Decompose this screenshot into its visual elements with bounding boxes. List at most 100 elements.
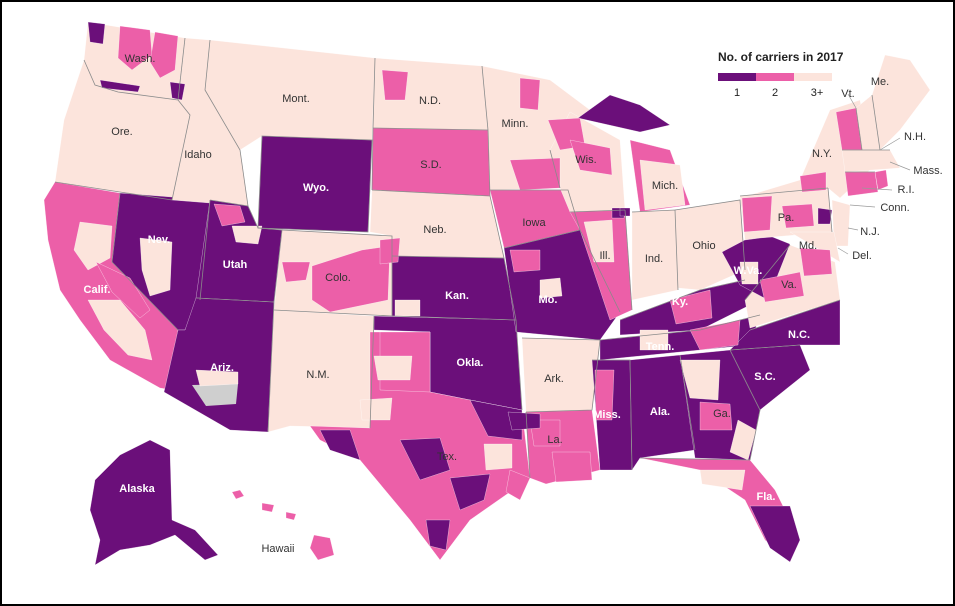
label-fla: Fla. xyxy=(757,491,776,503)
label-colo: Colo. xyxy=(325,272,351,284)
label-nc: N.C. xyxy=(788,329,810,341)
label-kan: Kan. xyxy=(445,290,469,302)
county-patch xyxy=(139,237,173,297)
label-tenn: Tenn. xyxy=(646,341,675,353)
county-patch xyxy=(95,261,151,319)
state-nj[interactable] xyxy=(831,199,851,247)
label-wyo: Wyo. xyxy=(303,182,329,194)
label-pa: Pa. xyxy=(778,212,795,224)
label-wash: Wash. xyxy=(125,53,156,65)
label-ind: Ind. xyxy=(645,253,663,265)
label-wva: W.Va. xyxy=(734,265,763,277)
county-patch xyxy=(213,203,246,227)
label-ill: Ill. xyxy=(600,250,611,262)
county-patch xyxy=(509,249,541,273)
county-patch xyxy=(399,437,451,481)
label-nh: N.H. xyxy=(904,131,926,143)
label-md: Md. xyxy=(799,240,817,252)
label-la: La. xyxy=(547,434,562,446)
label-mich: Mich. xyxy=(652,180,678,192)
county-patch xyxy=(311,245,391,313)
county-patch xyxy=(87,21,106,45)
label-sc: S.C. xyxy=(754,371,775,383)
county-patch xyxy=(799,247,833,277)
state-hawaii-4[interactable] xyxy=(309,534,335,561)
county-patch xyxy=(507,411,541,431)
legend-title: No. of carriers in 2017 xyxy=(718,50,844,64)
state-alaska[interactable] xyxy=(89,439,219,566)
legend-label-3: 3+ xyxy=(811,87,824,99)
county-patch xyxy=(469,399,523,441)
county-patch xyxy=(519,77,541,111)
state-mass[interactable] xyxy=(841,149,901,173)
county-patch xyxy=(689,319,741,351)
county-patch xyxy=(381,69,409,101)
county-patch xyxy=(817,207,833,225)
label-mont: Mont. xyxy=(282,93,310,105)
label-conn: Conn. xyxy=(880,202,909,214)
county-patch xyxy=(359,397,393,421)
label-ri: R.I. xyxy=(897,184,914,196)
county-patch xyxy=(425,519,451,551)
label-ny: N.Y. xyxy=(812,148,832,160)
county-patch xyxy=(679,359,721,401)
state-ri[interactable] xyxy=(874,169,889,191)
label-va: Va. xyxy=(781,279,797,291)
label-ariz: Ariz. xyxy=(210,362,234,374)
county-patch xyxy=(539,277,563,299)
label-minn: Minn. xyxy=(502,118,529,130)
label-hawaii: Hawaii xyxy=(261,543,294,555)
legend: No. of carriers in 2017 1 2 3+ xyxy=(718,50,844,99)
county-patch xyxy=(781,203,815,229)
county-patch xyxy=(759,271,805,303)
state-hawaii-3[interactable] xyxy=(285,511,297,521)
state-labels: Wash. Ore. Calif. Nev. Idaho Mont. Wyo. … xyxy=(84,53,943,555)
county-patch xyxy=(483,443,513,471)
county-patch xyxy=(373,355,413,381)
label-del: Del. xyxy=(852,250,872,262)
label-ark: Ark. xyxy=(544,373,564,385)
label-vt: Vt. xyxy=(841,88,854,100)
state-mich-up[interactable] xyxy=(577,94,671,133)
county-patch xyxy=(583,219,615,263)
legend-swatch-1 xyxy=(718,73,756,81)
legend-label-1: 1 xyxy=(734,87,740,99)
label-nj: N.J. xyxy=(860,226,880,238)
label-tex: Tex. xyxy=(437,451,457,463)
county-patch xyxy=(594,369,615,421)
label-ga: Ga. xyxy=(713,408,731,420)
label-sd: S.D. xyxy=(420,159,441,171)
county-patch xyxy=(281,261,311,283)
county-patch xyxy=(99,79,141,93)
county-patch xyxy=(741,195,773,233)
label-idaho: Idaho xyxy=(184,149,212,161)
label-ky: Ky. xyxy=(672,296,688,308)
county-patch xyxy=(569,139,613,176)
state-conn[interactable] xyxy=(844,171,879,197)
county-patch xyxy=(231,225,263,245)
county-patch xyxy=(749,505,801,563)
legend-label-2: 2 xyxy=(772,87,778,99)
county-patch xyxy=(379,237,401,265)
state-hawaii-2[interactable] xyxy=(261,502,275,513)
county-patch xyxy=(551,451,593,483)
county-patch xyxy=(149,31,179,79)
legend-swatch-2 xyxy=(756,73,794,81)
county-patch xyxy=(87,299,153,361)
county-patch xyxy=(699,401,733,431)
county-patch xyxy=(799,171,827,193)
state-hawaii-1[interactable] xyxy=(231,489,245,500)
county-patch xyxy=(699,469,746,491)
label-ore: Ore. xyxy=(111,126,132,138)
label-ala: Ala. xyxy=(650,406,670,418)
label-ohio: Ohio xyxy=(692,240,715,252)
label-wis: Wis. xyxy=(575,154,596,166)
label-nev: Nev. xyxy=(148,234,170,246)
legend-swatch-3 xyxy=(794,73,832,81)
no-data-area xyxy=(192,384,238,406)
label-iowa: Iowa xyxy=(522,217,546,229)
label-alaska: Alaska xyxy=(119,483,155,495)
county-patch xyxy=(394,299,421,317)
county-patch xyxy=(449,473,491,511)
